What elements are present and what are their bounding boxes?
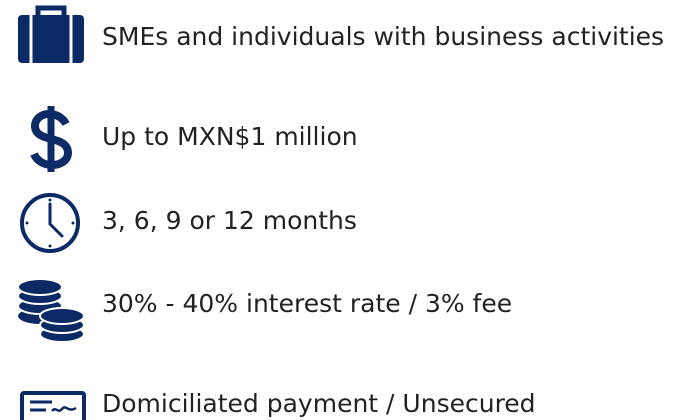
item-text: SMEs and individuals with business activ… — [102, 22, 664, 51]
item-text: 30% - 40% interest rate / 3% fee — [102, 289, 512, 318]
check-icon — [20, 391, 86, 420]
coins-icon — [17, 278, 85, 343]
item-text: Domiciliated payment / Unsecured — [102, 389, 536, 418]
briefcase-icon — [18, 5, 84, 63]
item-text: Up to MXN$1 million — [102, 122, 358, 151]
dollar-icon — [30, 106, 73, 172]
clock-icon — [20, 193, 80, 253]
item-text: 3, 6, 9 or 12 months — [102, 206, 357, 235]
